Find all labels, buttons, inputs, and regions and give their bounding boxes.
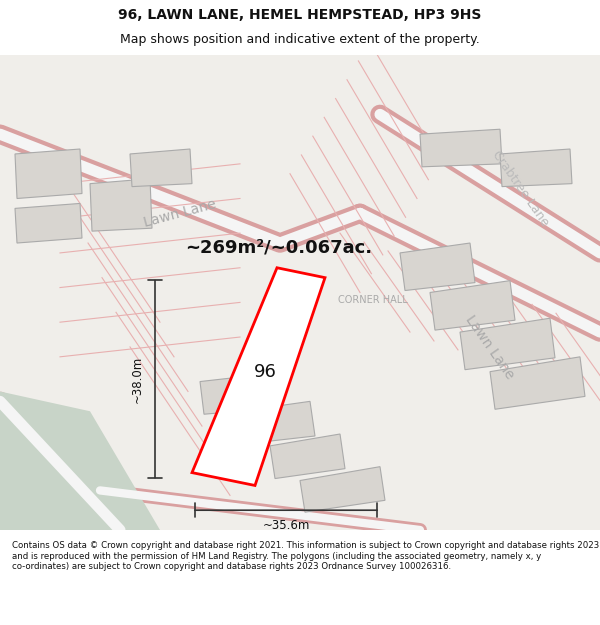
Text: 96, LAWN LANE, HEMEL HEMPSTEAD, HP3 9HS: 96, LAWN LANE, HEMEL HEMPSTEAD, HP3 9HS [118,8,482,22]
Text: Lawn Lane: Lawn Lane [142,197,218,230]
Polygon shape [400,243,475,291]
Polygon shape [192,268,325,486]
Polygon shape [90,179,152,231]
Text: ~38.0m: ~38.0m [131,356,143,402]
Polygon shape [420,129,502,167]
Polygon shape [15,149,82,199]
Polygon shape [430,281,515,330]
Polygon shape [270,434,345,479]
Polygon shape [460,318,555,369]
Text: ~35.6m: ~35.6m [262,519,310,531]
Text: Map shows position and indicative extent of the property.: Map shows position and indicative extent… [120,33,480,46]
Polygon shape [490,357,585,409]
Polygon shape [300,467,385,512]
Polygon shape [500,149,572,187]
Polygon shape [15,204,82,243]
Text: Crabtree Lane: Crabtree Lane [489,148,551,229]
Text: 96: 96 [254,362,277,381]
Text: ~269m²/~0.067ac.: ~269m²/~0.067ac. [185,239,372,257]
Polygon shape [0,391,160,530]
Text: Lawn Lane: Lawn Lane [463,312,517,381]
Text: Contains OS data © Crown copyright and database right 2021. This information is : Contains OS data © Crown copyright and d… [12,541,599,571]
Polygon shape [200,374,274,414]
Polygon shape [130,149,192,187]
Polygon shape [240,401,315,444]
Text: CORNER HALL: CORNER HALL [338,296,408,306]
